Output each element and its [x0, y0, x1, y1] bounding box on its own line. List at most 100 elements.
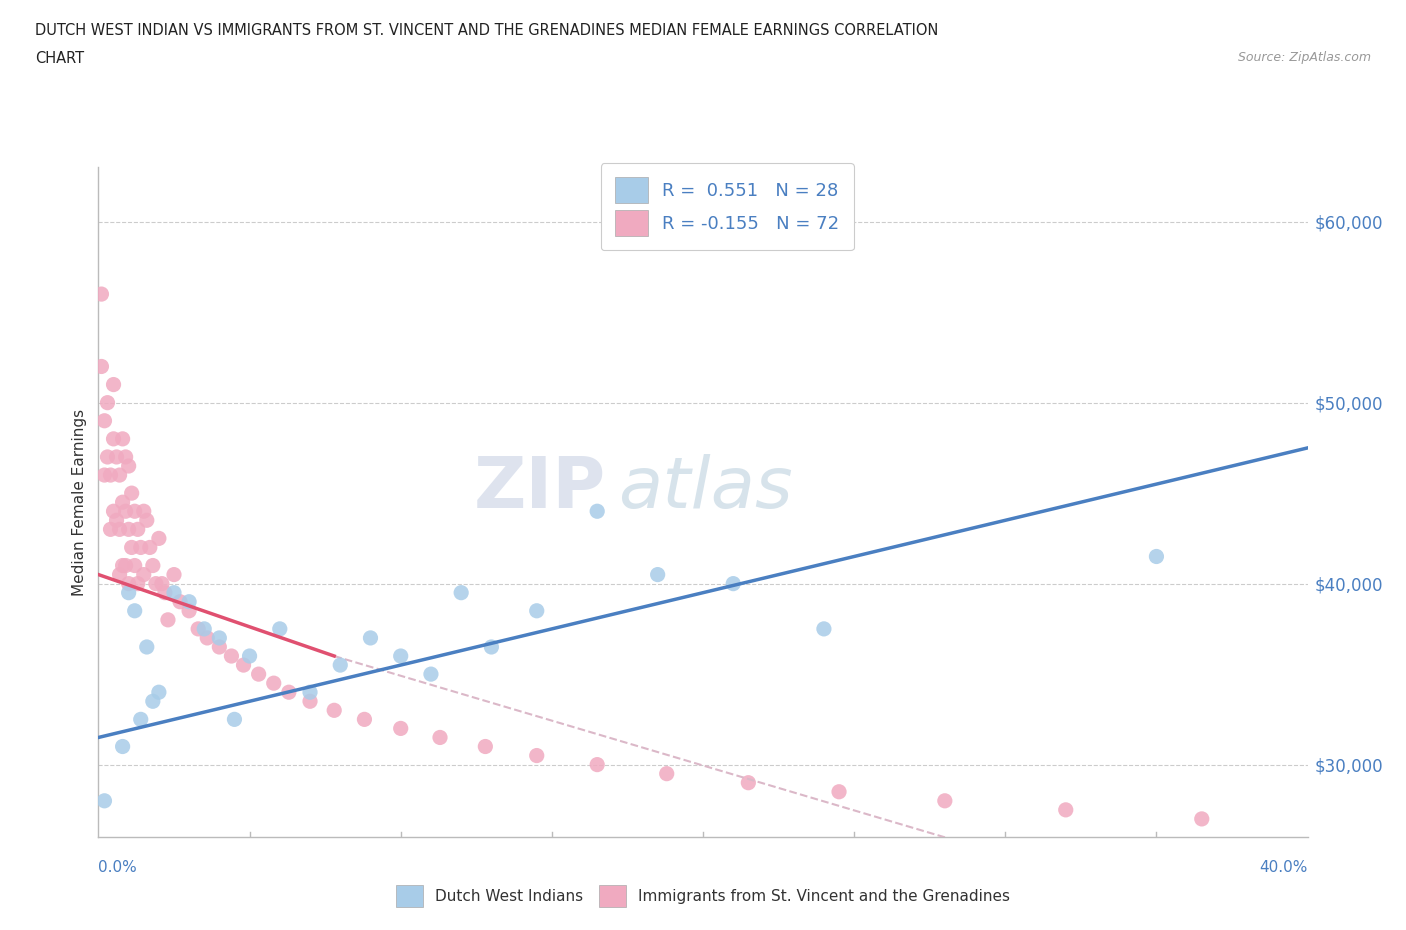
Point [108, 522, 131, 537]
Point [93, 468, 115, 483]
Point [129, 540, 152, 555]
Point [103, 378, 125, 392]
Point [474, 739, 496, 754]
Point [100, 468, 122, 483]
Point [118, 577, 141, 591]
Point [108, 567, 131, 582]
Point [323, 703, 346, 718]
Point [195, 631, 218, 645]
Point [1144, 549, 1167, 564]
Point [124, 558, 146, 573]
Point [153, 585, 176, 600]
Point [299, 694, 322, 709]
Point [111, 495, 134, 510]
Point [111, 558, 134, 573]
Point [121, 485, 143, 500]
Point [586, 504, 609, 519]
Point [232, 658, 254, 672]
Point [96, 395, 118, 410]
Point [179, 594, 201, 609]
Y-axis label: Median Female Earnings: Median Female Earnings [72, 408, 87, 596]
Point [737, 776, 759, 790]
Point [145, 577, 167, 591]
Point [148, 684, 170, 699]
Point [277, 684, 299, 699]
Point [142, 558, 165, 573]
Point [105, 512, 128, 527]
Point [139, 540, 162, 555]
Point [813, 621, 835, 636]
Legend: Dutch West Indians, Immigrants from St. Vincent and the Grenadines: Dutch West Indians, Immigrants from St. … [389, 879, 1017, 913]
Point [93, 793, 115, 808]
Point [247, 667, 270, 682]
Point [127, 577, 149, 591]
Point [224, 712, 246, 727]
Point [221, 648, 243, 663]
Point [135, 512, 157, 527]
Point [263, 676, 285, 691]
Point [90, 286, 112, 301]
Point [389, 721, 412, 736]
Point [934, 793, 956, 808]
Point [828, 784, 851, 799]
Point [150, 577, 173, 591]
Point [118, 585, 141, 600]
Point [129, 712, 152, 727]
Point [132, 504, 155, 519]
Point [103, 504, 125, 519]
Point [93, 413, 115, 428]
Point [114, 504, 136, 519]
Point [1191, 812, 1213, 827]
Point [187, 621, 209, 636]
Point [429, 730, 451, 745]
Point [723, 577, 745, 591]
Point [132, 567, 155, 582]
Point [124, 604, 146, 618]
Point [114, 449, 136, 464]
Point [360, 631, 382, 645]
Point [450, 585, 472, 600]
Text: 40.0%: 40.0% [1260, 860, 1308, 875]
Point [121, 540, 143, 555]
Point [208, 640, 231, 655]
Point [103, 432, 125, 446]
Point [329, 658, 352, 672]
Point [655, 766, 678, 781]
Text: DUTCH WEST INDIAN VS IMMIGRANTS FROM ST. VINCENT AND THE GRENADINES MEDIAN FEMAL: DUTCH WEST INDIAN VS IMMIGRANTS FROM ST.… [35, 23, 939, 38]
Point [208, 631, 231, 645]
Text: Source: ZipAtlas.com: Source: ZipAtlas.com [1237, 51, 1371, 64]
Point [100, 522, 122, 537]
Point [526, 604, 548, 618]
Point [169, 594, 191, 609]
Point [96, 449, 118, 464]
Point [193, 621, 215, 636]
Point [299, 684, 322, 699]
Point [135, 640, 157, 655]
Point [118, 522, 141, 537]
Point [142, 694, 165, 709]
Point [586, 757, 609, 772]
Point [127, 522, 149, 537]
Point [118, 458, 141, 473]
Point [90, 359, 112, 374]
Legend: R =  0.551   N = 28, R = -0.155   N = 72: R = 0.551 N = 28, R = -0.155 N = 72 [600, 163, 853, 250]
Text: 0.0%: 0.0% [98, 860, 138, 875]
Point [420, 667, 443, 682]
Point [105, 449, 128, 464]
Point [108, 468, 131, 483]
Point [179, 604, 201, 618]
Point [156, 612, 179, 627]
Point [647, 567, 669, 582]
Text: ZIP: ZIP [474, 455, 606, 524]
Text: atlas: atlas [619, 455, 793, 524]
Point [163, 585, 186, 600]
Point [111, 432, 134, 446]
Point [353, 712, 375, 727]
Point [148, 531, 170, 546]
Point [163, 567, 186, 582]
Point [526, 748, 548, 763]
Point [124, 504, 146, 519]
Point [111, 739, 134, 754]
Point [1327, 820, 1350, 835]
Point [269, 621, 291, 636]
